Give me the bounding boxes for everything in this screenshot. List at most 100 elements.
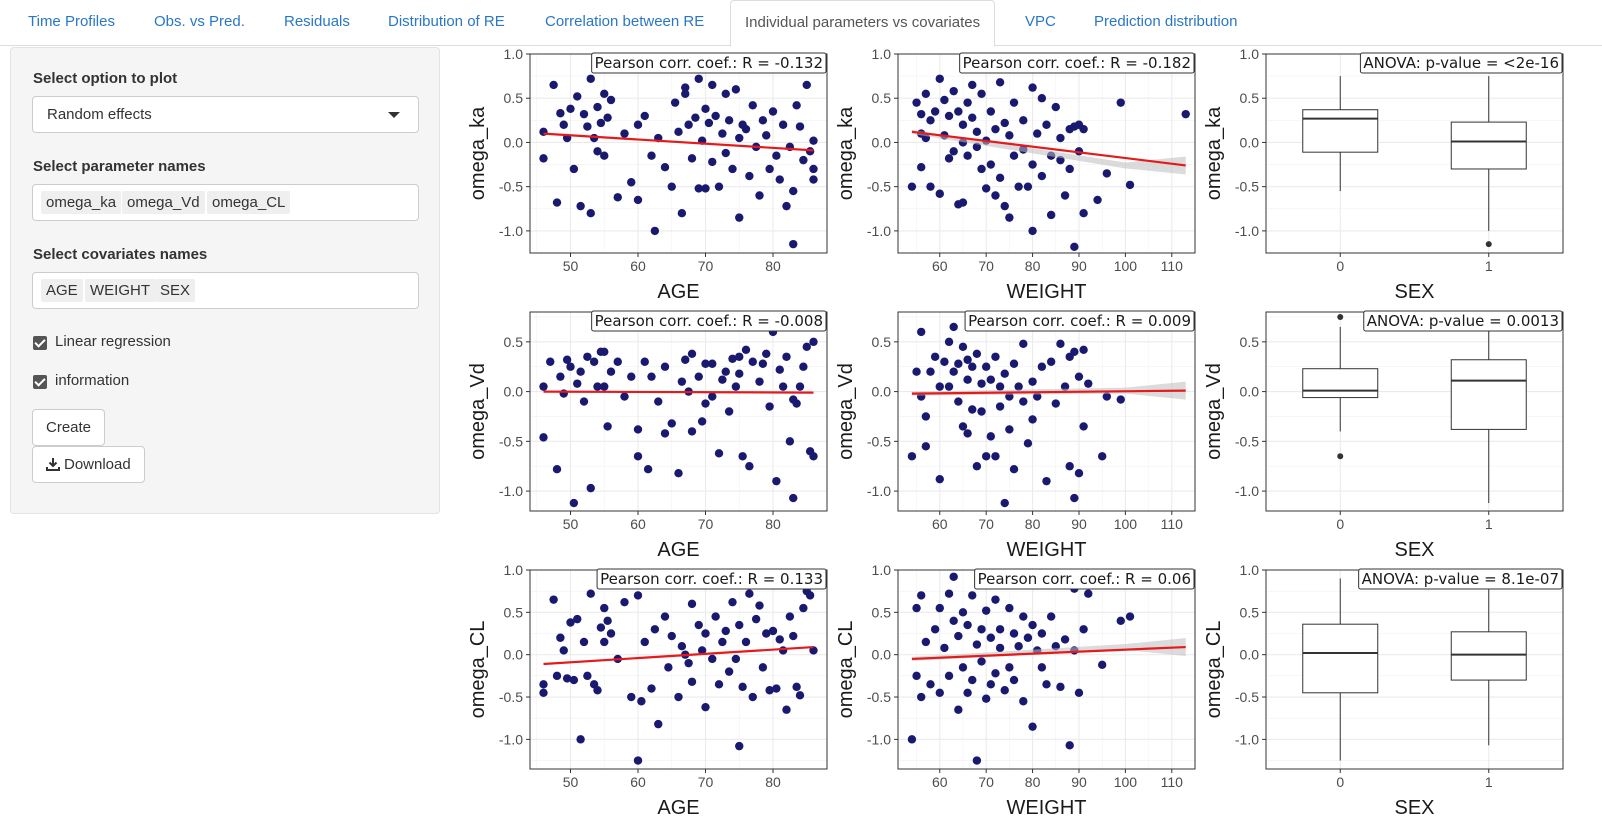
- data-point: [667, 419, 676, 428]
- data-point: [1097, 660, 1107, 670]
- cov-label: Select covariates names: [33, 246, 208, 263]
- data-point: [586, 209, 595, 218]
- param-label: Select parameter names: [33, 158, 206, 175]
- data-point: [963, 375, 972, 384]
- data-point: [566, 618, 575, 627]
- data-point: [755, 601, 764, 610]
- data-point: [1070, 347, 1079, 356]
- x-tick-label: 70: [978, 258, 994, 274]
- plot-omega_CL-vs-AGE: -1.0 -0.5 0.0 0.5 1.0 50 60 70 80 AGE omega_CL Pear…: [462, 562, 830, 821]
- data-point: [1065, 462, 1074, 471]
- y-tick-label: -0.5: [499, 179, 523, 195]
- data-point: [968, 591, 977, 600]
- x-tick-label: 80: [765, 774, 781, 790]
- linear-regression-checkbox[interactable]: [33, 336, 47, 350]
- data-point: [728, 164, 737, 174]
- data-point: [1033, 129, 1042, 138]
- data-point: [802, 342, 811, 352]
- data-point: [809, 646, 818, 655]
- tab-vpc[interactable]: VPC: [1025, 13, 1056, 30]
- data-point: [714, 182, 724, 191]
- data-point: [600, 151, 609, 160]
- data-point: [986, 375, 996, 384]
- data-point: [748, 357, 757, 366]
- data-point: [981, 694, 991, 703]
- data-point: [654, 719, 663, 729]
- option-label: Select option to plot: [33, 70, 178, 87]
- data-point: [603, 113, 612, 122]
- option-select[interactable]: Random effects: [32, 96, 419, 133]
- y-tick-label: 0.5: [504, 604, 524, 620]
- data-point: [1000, 118, 1009, 128]
- x-tick-label: 70: [698, 774, 714, 790]
- param-select[interactable]: omega_ka omega_Vd omega_CL: [32, 184, 419, 221]
- data-point: [755, 377, 764, 386]
- data-point: [684, 658, 693, 668]
- data-point: [701, 702, 710, 712]
- tab-individual-parameters-vs-covariates[interactable]: Individual parameters vs covariates: [730, 0, 996, 47]
- tab-time-profiles[interactable]: Time Profiles: [28, 13, 115, 30]
- data-point: [660, 429, 670, 438]
- y-tick-label: -1.0: [499, 483, 523, 499]
- data-point: [735, 352, 744, 361]
- download-button[interactable]: Download: [32, 446, 145, 483]
- regression-line: [543, 645, 814, 666]
- data-point: [691, 113, 700, 122]
- data-point: [566, 104, 575, 114]
- cov-select[interactable]: AGE WEIGHT SEX: [32, 272, 419, 309]
- data-point: [799, 603, 808, 613]
- data-point: [603, 616, 612, 626]
- param-chip[interactable]: omega_Vd: [122, 191, 205, 214]
- data-point: [949, 322, 958, 332]
- data-point: [1074, 372, 1084, 381]
- create-button[interactable]: Create: [32, 409, 106, 446]
- cov-chip[interactable]: WEIGHT: [85, 279, 155, 302]
- tab-correlation-between-re[interactable]: Correlation between RE: [545, 13, 705, 30]
- plot-marks: [1302, 578, 1527, 761]
- tab-prediction-distribution[interactable]: Prediction distribution: [1094, 13, 1238, 30]
- plot-omega_ka-vs-SEX: -1.0 -0.5 0.0 0.5 1.0 0 1 SEX omega_ka ANOVA: p-v…: [1198, 46, 1566, 305]
- data-point: [981, 184, 991, 193]
- information-checkbox[interactable]: [33, 375, 47, 389]
- data-point: [1181, 109, 1190, 119]
- data-point: [799, 362, 808, 371]
- data-point: [694, 620, 703, 630]
- data-point: [926, 680, 935, 689]
- data-point: [917, 327, 926, 337]
- data-point: [735, 369, 744, 378]
- param-chip[interactable]: omega_ka: [41, 191, 122, 214]
- data-point: [586, 483, 595, 493]
- plot-omega_ka-vs-AGE: -1.0 -0.5 0.0 0.5 1.0 50 60 70 80 AGE omega_ka Pear…: [462, 46, 830, 305]
- tab-residuals[interactable]: Residuals: [284, 13, 350, 30]
- data-point: [633, 452, 643, 461]
- tab-distribution-of-re[interactable]: Distribution of RE: [388, 13, 505, 30]
- data-point: [681, 89, 690, 98]
- data-point: [972, 142, 982, 152]
- data-point: [731, 85, 741, 94]
- data-point: [586, 589, 595, 598]
- regression-line: [911, 130, 1186, 167]
- data-point: [778, 120, 788, 129]
- data-point: [748, 101, 757, 110]
- y-tick-label: 0.5: [504, 90, 524, 106]
- data-point: [963, 688, 972, 697]
- y-tick-label: 0.5: [872, 604, 892, 620]
- y-tick-label: -0.5: [1235, 689, 1259, 705]
- cov-chip[interactable]: SEX: [155, 279, 196, 302]
- data-point: [620, 392, 629, 401]
- param-chip[interactable]: omega_CL: [207, 191, 291, 214]
- data-point: [917, 163, 926, 172]
- data-point: [589, 357, 599, 366]
- data-point: [596, 118, 606, 128]
- data-point: [949, 147, 958, 156]
- data-point: [963, 151, 972, 160]
- data-point: [789, 186, 798, 196]
- cov-chip[interactable]: AGE: [41, 279, 83, 302]
- option-select-value: Random effects: [47, 106, 152, 123]
- data-point: [991, 669, 1000, 678]
- data-point: [775, 635, 784, 644]
- plot-area: [530, 54, 827, 253]
- tab-obs-vs-pred[interactable]: Obs. vs Pred.: [154, 13, 245, 30]
- data-point: [549, 595, 558, 604]
- annotation-box: [591, 310, 827, 332]
